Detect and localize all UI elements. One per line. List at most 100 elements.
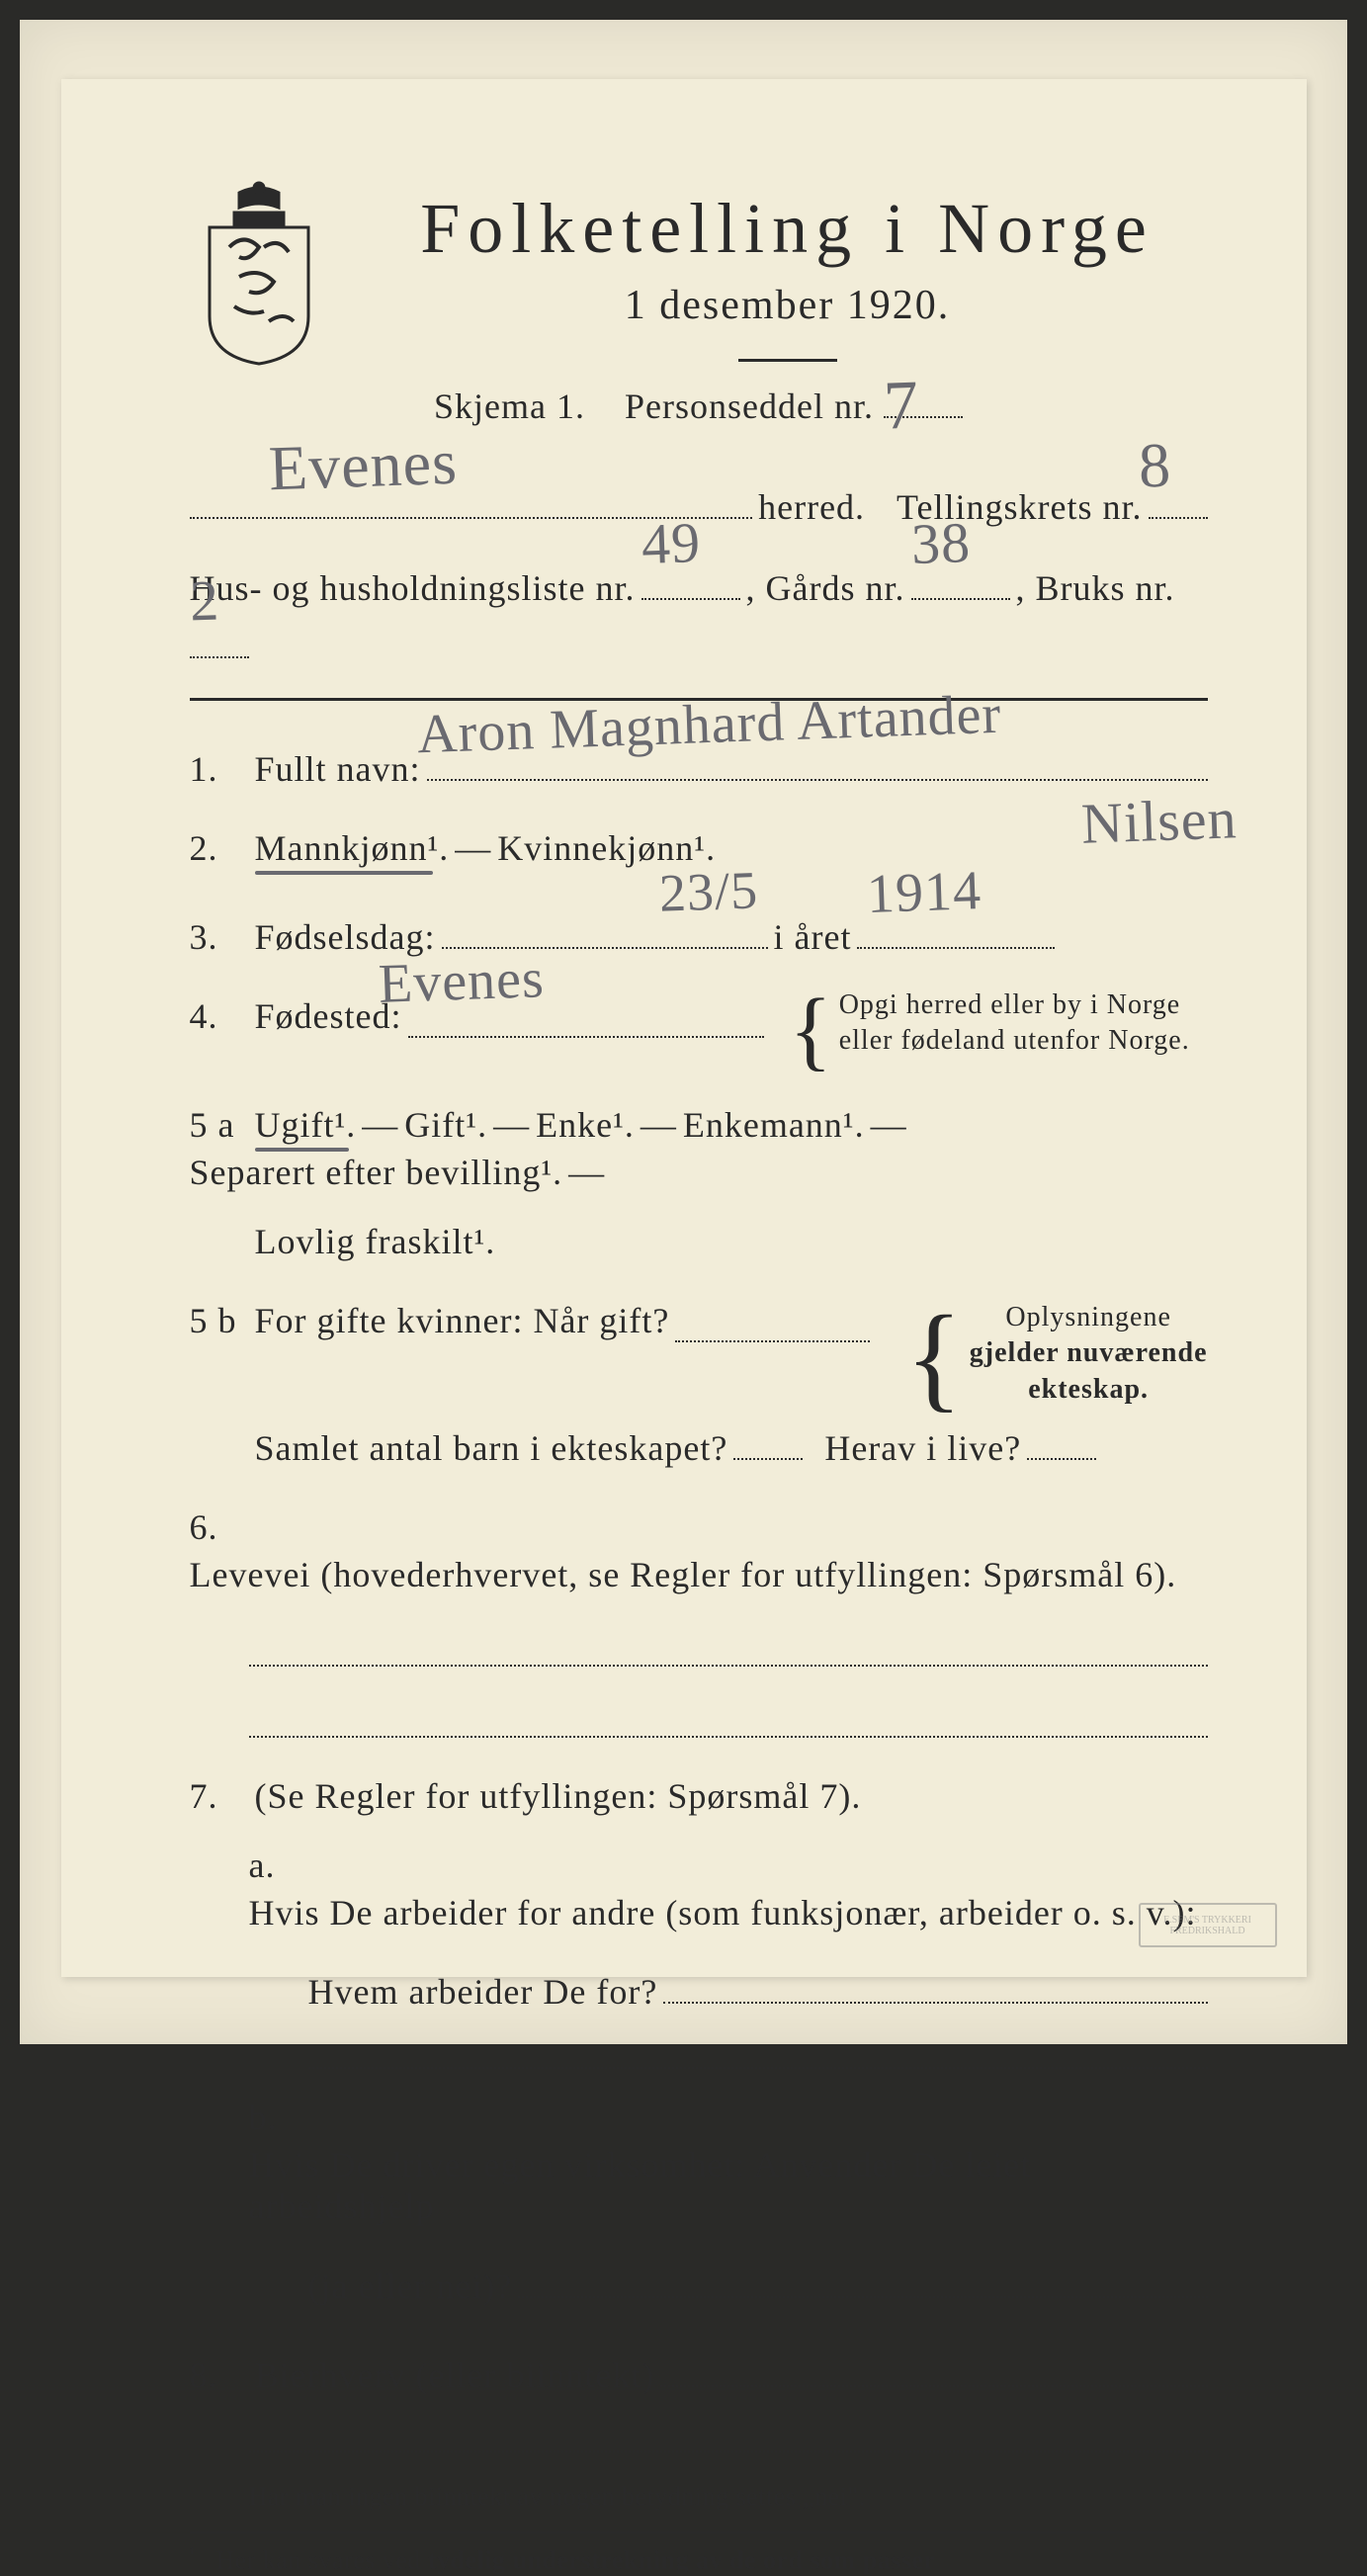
hus-label: Hus- og husholdningsliste nr. [190, 567, 636, 609]
q5a-d5: — [568, 1152, 605, 1193]
q8-line: 8. Bierhverv (eller biinntekt) [190, 2345, 1208, 2396]
q6-num: 6. [190, 1506, 249, 1548]
q5a-opt5: Separert efter bevilling¹. [190, 1152, 563, 1193]
q1-hw1: Aron Magnhard Artander [416, 682, 1002, 766]
q7a-l2: Hvem arbeider De for? [308, 1971, 658, 2013]
q5b-line2: Samlet antal barn i ekteskapet? Herav i … [190, 1417, 1208, 1469]
q5b-label1: For gifte kvinner: Når gift? [255, 1300, 670, 1341]
herred-field: Evenes [190, 476, 753, 519]
q5b-gift-field [675, 1300, 870, 1342]
q7-label: (Se Regler for utfyllingen: Spørsmål 7). [255, 1775, 862, 1817]
bruk-nr-field: 2 [190, 615, 249, 657]
q5a-opt3: Enke¹. [536, 1104, 635, 1146]
q2-underline [255, 871, 433, 875]
title-block: Folketelling i Norge 1 desember 1920. [368, 178, 1208, 362]
footer-note: Har man ingen biinntekt av nogen betydni… [249, 2482, 1208, 2512]
q1-field: Aron Magnhard Artander [427, 738, 1208, 781]
q8-dotted [249, 2450, 1208, 2452]
q7a-l1: Hvis De arbeider for andre (som funksjon… [249, 1892, 1197, 1933]
herred-hw: Evenes [267, 426, 458, 506]
q7-num: 7. [190, 1775, 249, 1817]
q8-field [660, 2345, 1207, 2387]
q3-label: Fødselsdag: [255, 916, 436, 958]
q5a-d1: — [362, 1104, 398, 1146]
q3-day-field: 23/5 [442, 906, 768, 949]
gard-nr-field: 38 [911, 558, 1010, 600]
q7-line: 7. (Se Regler for utfyllingen: Spørsmål … [190, 1775, 1208, 1817]
coat-of-arms-icon [190, 178, 328, 366]
hus-line: Hus- og husholdningsliste nr. 49 , Gårds… [190, 558, 1208, 657]
q3-mid: i året [774, 916, 852, 958]
q7a-dotted [308, 2067, 1208, 2069]
q6-label: Levevei (hovederhvervet, se Regler for u… [190, 1554, 1177, 1595]
q5a-underline [255, 1148, 349, 1152]
q2-dash: — [455, 827, 491, 869]
census-form: Folketelling i Norge 1 desember 1920. Sk… [61, 79, 1307, 1977]
schema-label: Skjema 1. [434, 386, 585, 426]
stamp-text: E.SEM'S TRYKKERI [1163, 1915, 1251, 1926]
q7a-num: a. [249, 1845, 308, 1886]
q6-line: 6. Levevei (hovederhvervet, se Regler fo… [190, 1506, 1208, 1595]
q7a-line2: Hvem arbeider De for? [190, 1961, 1208, 2013]
q5b-label2: Samlet antal barn i ekteskapet? [255, 1427, 728, 1469]
title-divider [738, 359, 837, 362]
q1-line: 1. Fullt navn: Aron Magnhard Artander Ni… [190, 738, 1208, 790]
q5a-line: 5 a Ugift¹. — Gift¹. — Enke¹. — Enkemann… [190, 1104, 1208, 1193]
footnote-line: ¹ Her kan svares ved tydelig understrekn… [190, 2543, 1208, 2576]
q5b-live-field [1027, 1417, 1096, 1460]
q4-label: Fødested: [255, 995, 402, 1037]
q4-note-l1: Opgi herred eller by i Norge [839, 989, 1181, 1020]
q5a-opt4: Enkemann¹. [683, 1104, 865, 1146]
q5a-d3: — [641, 1104, 677, 1146]
q2-line: 2. Mannkjønn¹. — Kvinnekjønn¹. [190, 827, 1208, 869]
q4-note: Opgi herred eller by i Norge eller fødel… [839, 987, 1190, 1060]
q5b-label3: Herav i live? [824, 1427, 1021, 1469]
q4-num: 4. [190, 995, 249, 1037]
q5a-num: 5 a [190, 1104, 249, 1146]
q7b-num: b. [249, 2097, 308, 2138]
herred-line: Evenes herred. Tellingskrets nr. 8 [190, 476, 1208, 528]
document-page: Folketelling i Norge 1 desember 1920. Sk… [20, 20, 1347, 2044]
header: Folketelling i Norge 1 desember 1920. [190, 178, 1208, 366]
q5a-opt1: Ugift¹. [255, 1105, 357, 1145]
q7b-line1: b. Hvis De driver egen virksomhet: Anven… [190, 2097, 1208, 2227]
q7b-l2: (ja eller nei)? [308, 2266, 513, 2307]
q5a-opt6: Lovlig fraskilt¹. [255, 1221, 496, 1262]
q7b-line2: (ja eller nei)? [190, 2255, 1208, 2306]
q5b-line1: 5 b For gifte kvinner: Når gift? { Oplys… [190, 1300, 1208, 1408]
q5b-note-l3: ekteskap. [1028, 1374, 1149, 1405]
q5b-num: 5 b [190, 1300, 249, 1341]
q7a-field [663, 1961, 1207, 2004]
q8-num: 8. [190, 2355, 249, 2396]
q2-num: 2. [190, 827, 249, 869]
q7b-field [518, 2255, 1207, 2297]
q3-year-hw: 1914 [866, 859, 983, 926]
herred-label: herred. [758, 486, 865, 528]
coat-of-arms-svg [190, 178, 328, 366]
q8-label: Bierhverv (eller biinntekt) [255, 2355, 655, 2396]
q5b-note: Oplysningene gjelder nuværende ekteskap. [970, 1300, 1208, 1408]
krets-field: 8 [1149, 476, 1208, 519]
footnote-num: ¹ [190, 2543, 196, 2563]
footnote-text: Her kan svares ved tydelig understreknin… [215, 2546, 935, 2575]
q5b-brace-icon: { [905, 1310, 964, 1405]
separator-1 [190, 698, 1208, 701]
hus-nr-field: 49 [641, 558, 740, 600]
q3-num: 3. [190, 916, 249, 958]
q5a-d2: — [493, 1104, 530, 1146]
main-title: Folketelling i Norge [368, 188, 1208, 270]
q4-field: Evenes [408, 995, 764, 1038]
stamp-text2: FREDRIKSHALD [1169, 1926, 1244, 1936]
q5b-barn-field [733, 1417, 803, 1460]
separator-bottom [190, 2532, 1208, 2533]
q1-num: 1. [190, 748, 249, 790]
q7b-l1: Hvis De driver egen virksomhet: Anvender… [249, 2144, 1208, 2227]
subtitle: 1 desember 1920. [368, 282, 1208, 329]
q6-dotted-1 [249, 1665, 1208, 1667]
person-nr-hw: 7 [883, 366, 921, 446]
schema-line: Skjema 1. Personseddel nr. 7 [190, 386, 1208, 427]
q4-brace-icon: { [790, 995, 833, 1067]
q3-line: 3. Fødselsdag: 23/5 i året 1914 [190, 906, 1208, 958]
q4-note-l2: eller fødeland utenfor Norge. [839, 1025, 1190, 1056]
q5a-d4: — [871, 1104, 907, 1146]
